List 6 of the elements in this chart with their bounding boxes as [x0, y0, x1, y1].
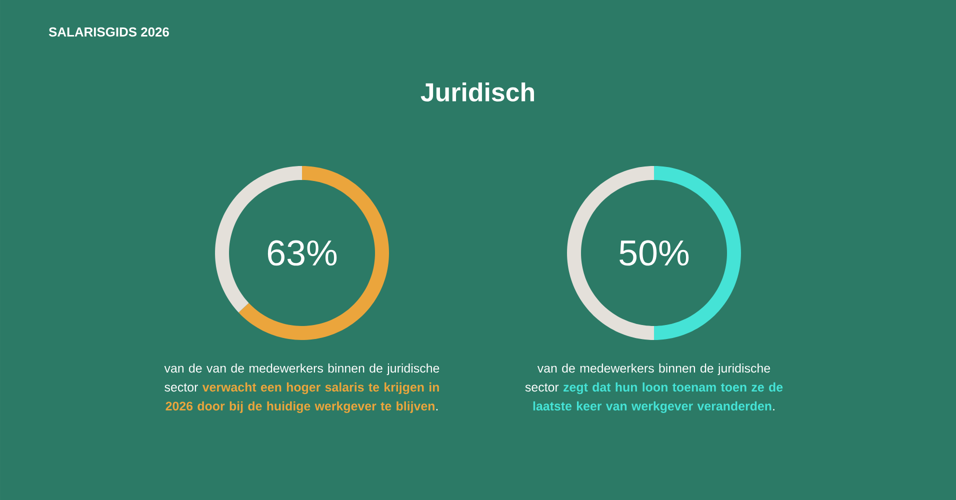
text: van de medewerkers binnen de juridische sector zegt dat hun loon toenam toen ze de laatste keer van werkgever veranderden. — [525, 364, 783, 414]
text: Juridisch — [420, 82, 534, 102]
data-label: 63% — [268, 240, 337, 266]
data-label: 50% — [620, 240, 689, 266]
text: van de van de medewerkers binnen de juridische sector verwacht een hoger salaris te krijgen in 2026 door bij de huidige werkgever te blijven. — [164, 364, 440, 414]
text: SALARISGIDS 2026 — [48, 27, 169, 37]
